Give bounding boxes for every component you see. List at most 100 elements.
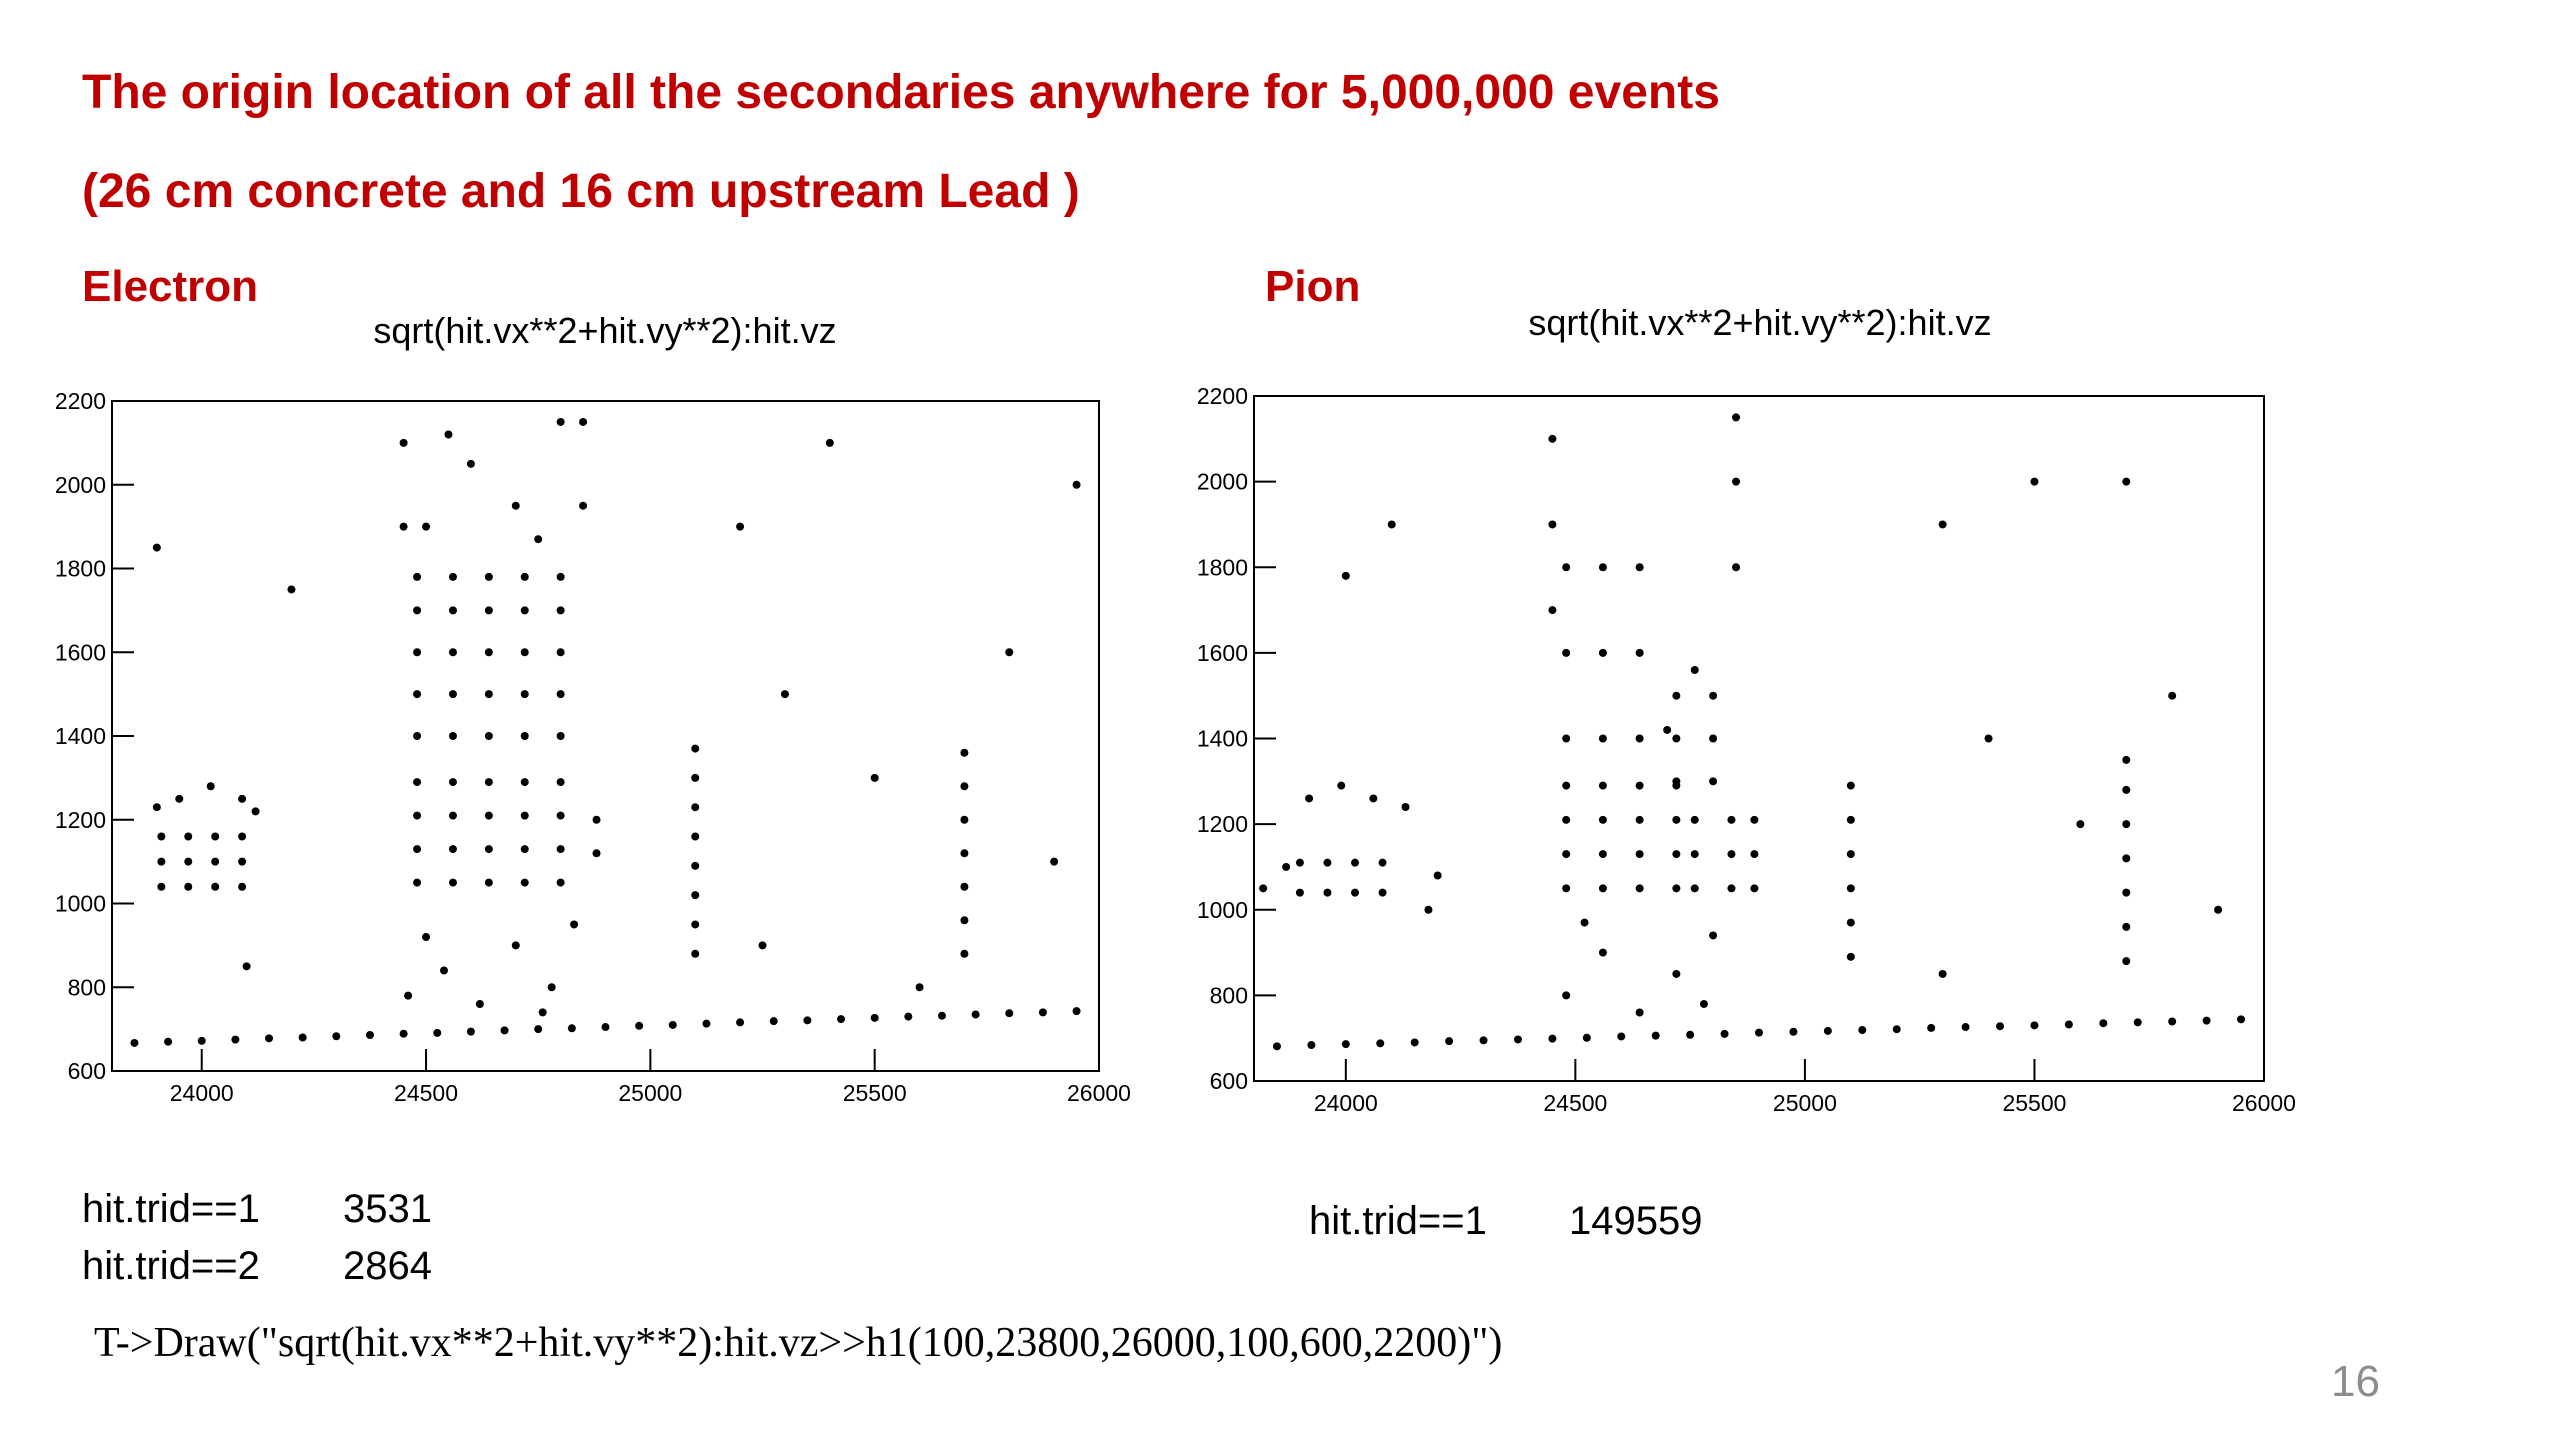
- point: [1635, 850, 1644, 859]
- point: [287, 585, 296, 594]
- point: [579, 417, 588, 426]
- point: [736, 522, 745, 531]
- y-tick-label: 2000: [55, 472, 106, 498]
- point: [1846, 952, 1855, 961]
- point: [1598, 815, 1607, 824]
- point: [413, 606, 422, 615]
- point: [758, 941, 767, 950]
- y-tick-label: 1200: [55, 807, 106, 833]
- point: [520, 732, 529, 740]
- point: [152, 543, 161, 552]
- point: [556, 811, 565, 820]
- point: [1727, 884, 1736, 893]
- point: [484, 606, 493, 615]
- point: [466, 1027, 475, 1036]
- point: [448, 606, 457, 615]
- point: [1961, 1023, 1970, 1032]
- point: [1562, 563, 1571, 572]
- point: [484, 690, 493, 699]
- point: [2168, 691, 2177, 700]
- point: [635, 1021, 644, 1030]
- x-tick-label: 24500: [394, 1080, 458, 1106]
- point: [206, 782, 215, 791]
- point: [404, 991, 413, 1000]
- point: [1938, 520, 1947, 529]
- chart-title: sqrt(hit.vx**2+hit.vy**2):hit.vz: [373, 310, 836, 351]
- point: [511, 941, 520, 950]
- point: [2133, 1018, 2142, 1027]
- point: [413, 732, 422, 740]
- point: [1259, 884, 1268, 893]
- point: [668, 1020, 677, 1029]
- point: [251, 807, 260, 816]
- y-tick-label: 1600: [55, 639, 106, 665]
- point: [1755, 1028, 1763, 1037]
- point: [1562, 781, 1571, 790]
- point: [1672, 850, 1681, 859]
- point: [448, 811, 457, 820]
- point: [960, 882, 969, 891]
- point: [2030, 1021, 2039, 1030]
- point: [1598, 948, 1607, 957]
- point: [960, 916, 969, 925]
- point: [157, 832, 166, 841]
- point: [1690, 815, 1699, 824]
- point: [1005, 648, 1014, 657]
- slide-subtitle: (26 cm concrete and 16 cm upstream Lead …: [82, 165, 1080, 218]
- point: [1433, 871, 1442, 880]
- point: [413, 845, 422, 854]
- point: [448, 690, 457, 699]
- x-tick-label: 24000: [1314, 1090, 1378, 1116]
- point: [399, 1029, 408, 1038]
- point: [2122, 755, 2131, 764]
- point: [1672, 734, 1681, 743]
- point: [520, 845, 529, 854]
- point: [520, 690, 529, 699]
- point: [1984, 734, 1993, 743]
- point: [556, 417, 565, 426]
- point: [238, 832, 247, 841]
- point: [1709, 691, 1718, 700]
- point: [1690, 666, 1699, 674]
- point: [556, 845, 565, 854]
- point: [500, 1026, 509, 1035]
- point: [1598, 648, 1607, 657]
- x-tick-label: 24000: [170, 1080, 234, 1106]
- point: [1663, 725, 1672, 734]
- point: [1295, 858, 1304, 867]
- point: [399, 438, 408, 447]
- x-tick-label: 26000: [1067, 1080, 1131, 1106]
- point: [1709, 931, 1718, 940]
- count-label: hit.trid==2: [82, 1244, 260, 1288]
- y-tick-label: 1800: [1197, 554, 1248, 580]
- point: [904, 1012, 913, 1021]
- point: [1548, 520, 1557, 529]
- point: [960, 782, 969, 791]
- point: [484, 648, 493, 657]
- point: [1562, 734, 1571, 743]
- point: [1401, 803, 1410, 811]
- point: [2122, 785, 2131, 794]
- point: [1598, 850, 1607, 859]
- page-number: 16: [2331, 1357, 2380, 1406]
- point: [2030, 477, 2039, 486]
- point: [2122, 820, 2131, 829]
- point: [1282, 862, 1291, 871]
- point: [1562, 648, 1571, 657]
- point: [520, 878, 529, 887]
- point: [422, 522, 431, 531]
- point: [1732, 563, 1741, 572]
- point: [1996, 1022, 2005, 1031]
- point: [1846, 884, 1855, 893]
- point: [238, 882, 247, 891]
- point: [1351, 888, 1359, 897]
- point: [1323, 858, 1332, 867]
- point: [691, 803, 700, 812]
- point: [1548, 1034, 1557, 1043]
- point: [1823, 1026, 1832, 1035]
- point: [1307, 1041, 1316, 1050]
- point: [1341, 571, 1350, 580]
- count-value: 3531: [343, 1187, 432, 1231]
- point: [556, 778, 565, 787]
